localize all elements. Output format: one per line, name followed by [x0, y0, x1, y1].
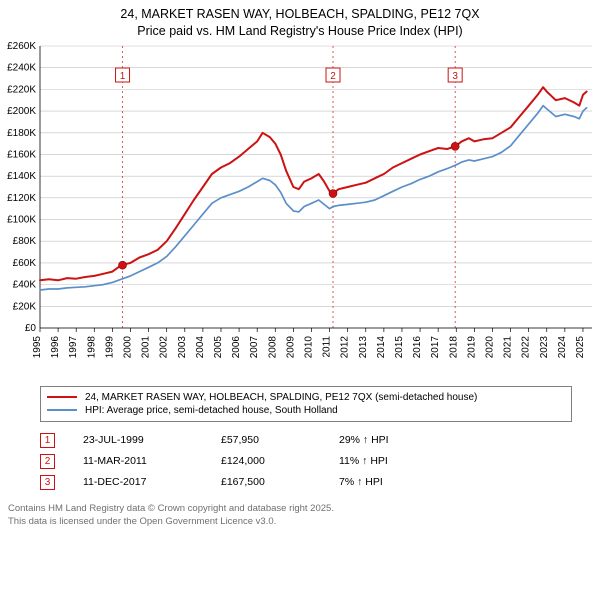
event-date: 11-MAR-2011 [83, 455, 193, 467]
svg-text:2013: 2013 [358, 335, 369, 358]
legend-label: 24, MARKET RASEN WAY, HOLBEACH, SPALDING… [85, 392, 477, 403]
svg-text:£180K: £180K [7, 128, 36, 139]
svg-text:£20K: £20K [13, 301, 37, 312]
event-hpi: 11% ↑ HPI [339, 455, 449, 467]
event-hpi: 7% ↑ HPI [339, 476, 449, 488]
svg-text:£120K: £120K [7, 193, 36, 204]
svg-text:2006: 2006 [231, 335, 242, 358]
footer-line2: This data is licensed under the Open Gov… [8, 516, 592, 529]
event-date: 11-DEC-2017 [83, 476, 193, 488]
svg-text:2021: 2021 [503, 335, 514, 358]
svg-text:1: 1 [120, 71, 126, 82]
svg-text:£200K: £200K [7, 106, 36, 117]
svg-text:2010: 2010 [303, 335, 314, 358]
svg-text:2005: 2005 [213, 335, 224, 358]
svg-text:£60K: £60K [13, 258, 37, 269]
svg-text:2023: 2023 [539, 335, 550, 358]
legend-swatch [47, 396, 77, 398]
event-price: £167,500 [221, 476, 311, 488]
legend-item: HPI: Average price, semi-detached house,… [47, 404, 565, 417]
chart-title: 24, MARKET RASEN WAY, HOLBEACH, SPALDING… [0, 0, 600, 40]
svg-text:1997: 1997 [68, 335, 79, 358]
svg-text:2017: 2017 [430, 335, 441, 358]
line-chart: £0 £20K £40K £60K £80K £100K £120K £140K £160K £1… [0, 40, 600, 380]
svg-text:2020: 2020 [484, 335, 495, 358]
event-index-box: 3 [40, 475, 55, 490]
svg-text:2004: 2004 [195, 335, 206, 358]
event-index-box: 1 [40, 433, 55, 448]
svg-text:1999: 1999 [104, 335, 115, 358]
svg-text:3: 3 [452, 71, 458, 82]
svg-text:2011: 2011 [322, 335, 333, 357]
event-date: 23-JUL-1999 [83, 434, 193, 446]
legend-swatch [47, 409, 77, 411]
title-line2: Price paid vs. HM Land Registry's House … [0, 23, 600, 40]
svg-text:2: 2 [330, 71, 336, 82]
svg-text:2001: 2001 [141, 335, 152, 358]
svg-text:£0: £0 [25, 323, 37, 334]
svg-text:2002: 2002 [159, 335, 170, 358]
svg-text:2008: 2008 [267, 335, 278, 358]
svg-text:2003: 2003 [177, 335, 188, 358]
svg-text:2022: 2022 [521, 335, 532, 358]
svg-text:2012: 2012 [340, 335, 351, 358]
event-table: 1 23-JUL-1999 £57,950 29% ↑ HPI 2 11-MAR-2011… [40, 430, 592, 493]
svg-text:2025: 2025 [575, 335, 586, 358]
svg-text:£160K: £160K [7, 149, 36, 160]
svg-text:2000: 2000 [122, 335, 133, 358]
svg-text:£100K: £100K [7, 214, 36, 225]
svg-text:£240K: £240K [7, 62, 36, 73]
svg-text:2024: 2024 [557, 335, 568, 358]
svg-text:£220K: £220K [7, 84, 36, 95]
title-line1: 24, MARKET RASEN WAY, HOLBEACH, SPALDING… [0, 6, 600, 23]
event-row: 3 11-DEC-2017 £167,500 7% ↑ HPI [40, 472, 592, 493]
svg-text:£260K: £260K [7, 41, 36, 52]
legend-label: HPI: Average price, semi-detached house,… [85, 405, 338, 416]
svg-text:2007: 2007 [249, 335, 260, 358]
svg-text:1996: 1996 [50, 335, 61, 358]
event-row: 1 23-JUL-1999 £57,950 29% ↑ HPI [40, 430, 592, 451]
legend-item: 24, MARKET RASEN WAY, HOLBEACH, SPALDING… [47, 391, 565, 404]
svg-text:2016: 2016 [412, 335, 423, 358]
footer-line1: Contains HM Land Registry data © Crown c… [8, 503, 592, 516]
svg-text:£140K: £140K [7, 171, 36, 182]
chart-area: £0 £20K £40K £60K £80K £100K £120K £140K £160K £1… [0, 40, 600, 380]
svg-text:2014: 2014 [376, 335, 387, 358]
event-row: 2 11-MAR-2011 £124,000 11% ↑ HPI [40, 451, 592, 472]
svg-text:2015: 2015 [394, 335, 405, 358]
svg-text:£80K: £80K [13, 236, 37, 247]
svg-text:2019: 2019 [466, 335, 477, 358]
svg-text:£40K: £40K [13, 279, 37, 290]
svg-text:1998: 1998 [86, 335, 97, 358]
event-hpi: 29% ↑ HPI [339, 434, 449, 446]
svg-text:1995: 1995 [32, 335, 43, 358]
event-index-box: 2 [40, 454, 55, 469]
svg-text:2009: 2009 [285, 335, 296, 358]
svg-text:2018: 2018 [448, 335, 459, 358]
footer-attribution: Contains HM Land Registry data © Crown c… [8, 503, 592, 529]
event-price: £57,950 [221, 434, 311, 446]
legend: 24, MARKET RASEN WAY, HOLBEACH, SPALDING… [40, 386, 572, 422]
event-price: £124,000 [221, 455, 311, 467]
